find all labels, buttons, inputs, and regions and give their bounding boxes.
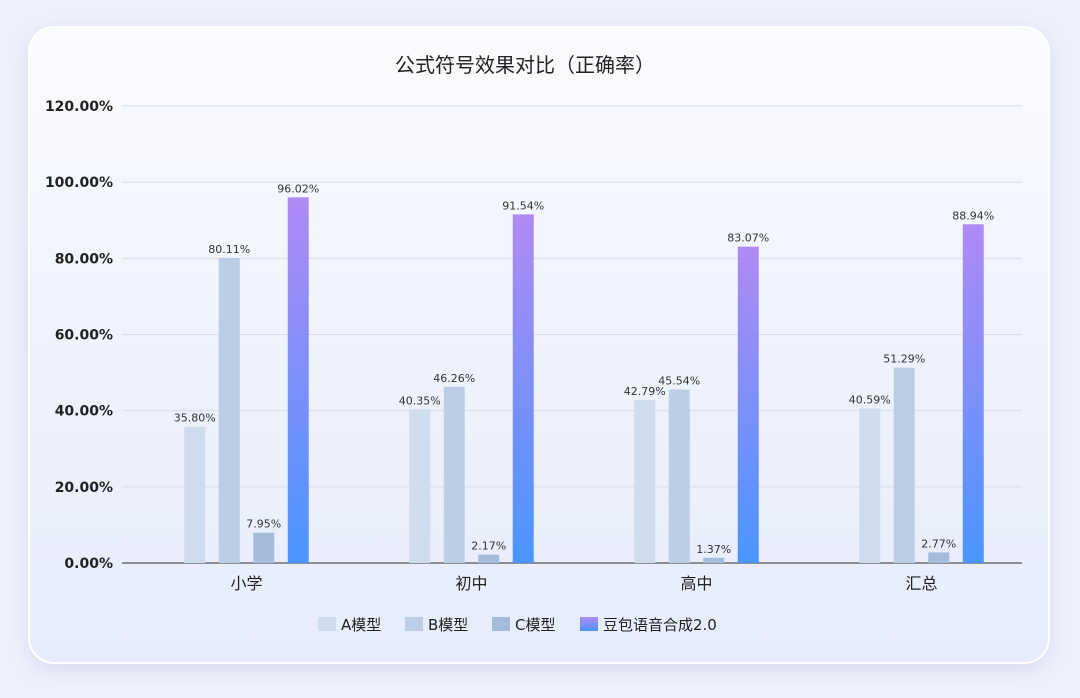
bar xyxy=(737,246,759,563)
legend-label: C模型 xyxy=(515,616,555,634)
data-label: 88.94% xyxy=(952,209,994,222)
x-tick-label: 汇总 xyxy=(905,574,937,593)
data-label: 2.17% xyxy=(471,540,506,553)
legend-swatch xyxy=(318,617,336,631)
data-label: 96.02% xyxy=(277,182,319,195)
y-tick-label: 100.00% xyxy=(45,175,113,191)
bar xyxy=(893,367,915,563)
data-label: 51.29% xyxy=(883,353,925,366)
legend-swatch xyxy=(580,617,598,631)
chart-title: 公式符号效果对比（正确率） xyxy=(395,53,655,77)
data-label: 7.95% xyxy=(246,518,281,531)
y-tick-label: 0.00% xyxy=(64,556,113,572)
data-label: 80.11% xyxy=(208,243,250,256)
bar xyxy=(668,389,690,563)
data-label: 35.80% xyxy=(174,412,216,425)
x-tick-label: 小学 xyxy=(230,574,262,593)
data-label: 2.77% xyxy=(921,537,956,550)
data-label: 45.54% xyxy=(658,375,700,388)
bar xyxy=(443,386,465,563)
data-label: 42.79% xyxy=(624,385,666,398)
x-tick-label: 初中 xyxy=(455,574,487,593)
bar xyxy=(634,400,656,563)
y-tick-label: 40.00% xyxy=(55,404,113,420)
y-tick-label: 20.00% xyxy=(55,480,113,496)
bar xyxy=(962,224,984,563)
bar xyxy=(409,409,431,563)
legend-label: B模型 xyxy=(428,616,468,634)
data-label: 46.26% xyxy=(433,372,475,385)
legend-label: 豆包语音合成2.0 xyxy=(603,616,717,634)
data-label: 83.07% xyxy=(727,232,769,245)
data-label: 40.59% xyxy=(849,393,891,406)
legend-swatch xyxy=(405,617,423,631)
bar xyxy=(703,557,725,563)
x-tick-label: 高中 xyxy=(680,574,712,593)
data-label: 40.35% xyxy=(399,394,441,407)
bar xyxy=(478,554,500,563)
legend-label: A模型 xyxy=(341,616,381,634)
bar xyxy=(218,257,240,563)
data-label: 91.54% xyxy=(502,199,544,212)
bar xyxy=(928,552,950,563)
bar xyxy=(253,532,275,563)
y-tick-label: 80.00% xyxy=(55,251,113,267)
bar xyxy=(859,408,881,563)
legend-swatch xyxy=(492,617,510,631)
data-label: 1.37% xyxy=(696,543,731,556)
y-tick-label: 120.00% xyxy=(45,99,113,115)
bar xyxy=(287,197,309,563)
bar xyxy=(512,214,534,563)
bar xyxy=(184,426,206,563)
y-tick-label: 60.00% xyxy=(55,328,113,344)
